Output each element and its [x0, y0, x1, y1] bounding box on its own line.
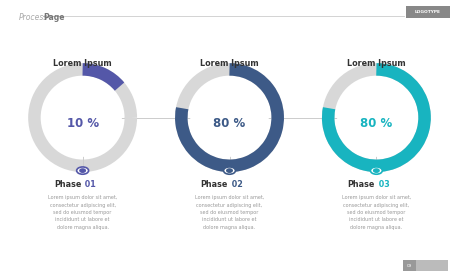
Text: 80 %: 80 %	[360, 117, 392, 130]
Text: 03: 03	[376, 180, 390, 189]
Text: Lorem Ipsum: Lorem Ipsum	[200, 59, 259, 68]
Text: LOGOTYPE: LOGOTYPE	[415, 10, 441, 14]
Ellipse shape	[191, 79, 268, 156]
Circle shape	[374, 169, 379, 172]
Ellipse shape	[44, 79, 121, 156]
Circle shape	[224, 167, 235, 174]
Text: Lorem Ipsum: Lorem Ipsum	[347, 59, 406, 68]
Text: Lorem ipsum dolor sit amet,
consectetur adipiscing elit,
sed do eiusmod tempor
i: Lorem ipsum dolor sit amet, consectetur …	[341, 195, 411, 230]
Text: Lorem ipsum dolor sit amet,
consectetur adipiscing elit,
sed do eiusmod tempor
i: Lorem ipsum dolor sit amet, consectetur …	[48, 195, 118, 230]
FancyBboxPatch shape	[416, 260, 448, 271]
FancyBboxPatch shape	[406, 6, 450, 18]
Text: Lorem Ipsum: Lorem Ipsum	[53, 59, 112, 68]
Ellipse shape	[338, 79, 415, 156]
Circle shape	[80, 169, 85, 172]
Text: Lorem ipsum dolor sit amet,
consectetur adipiscing elit,
sed do eiusmod tempor
i: Lorem ipsum dolor sit amet, consectetur …	[195, 195, 264, 230]
Text: Phase: Phase	[54, 180, 81, 189]
Text: 80 %: 80 %	[213, 117, 246, 130]
Circle shape	[370, 167, 382, 174]
FancyBboxPatch shape	[403, 260, 416, 271]
Text: 02: 02	[229, 180, 243, 189]
Text: 09: 09	[407, 264, 412, 268]
Text: 01: 01	[82, 180, 96, 189]
Text: Phase: Phase	[347, 180, 375, 189]
Text: Phase: Phase	[201, 180, 228, 189]
Circle shape	[77, 167, 89, 174]
Text: 10 %: 10 %	[67, 117, 99, 130]
Circle shape	[227, 169, 232, 172]
Text: Process: Process	[18, 13, 48, 22]
Text: Page: Page	[44, 13, 65, 22]
